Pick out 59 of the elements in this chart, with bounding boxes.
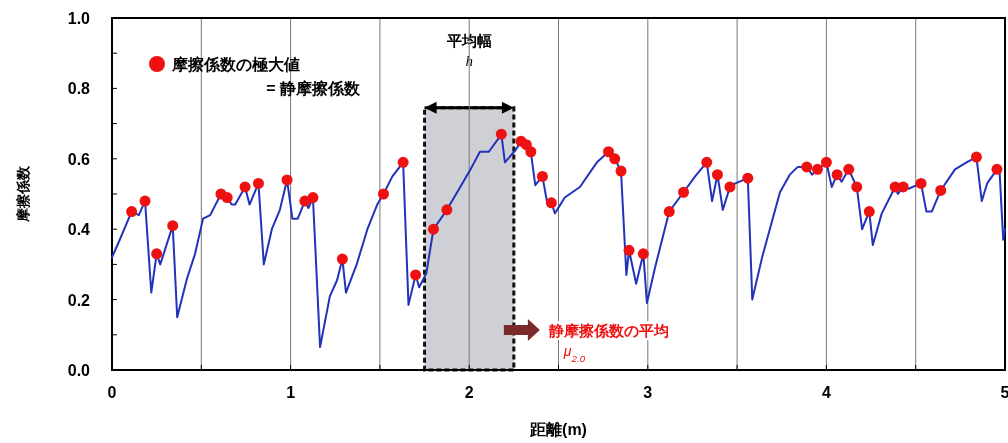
point <box>935 184 947 196</box>
point <box>742 172 754 184</box>
annotation: h <box>465 53 473 69</box>
point <box>239 181 251 193</box>
point <box>139 195 151 207</box>
point <box>609 153 621 165</box>
x-tick-label: 2 <box>464 384 474 401</box>
point <box>820 156 832 168</box>
annotation: μ$_{2.0}$ <box>562 343 586 364</box>
point <box>701 156 713 168</box>
y-tick-label: 1.0 <box>67 10 91 27</box>
y-tick-label: 0.6 <box>67 150 91 168</box>
point <box>843 163 855 175</box>
point <box>711 169 723 181</box>
point <box>663 206 675 218</box>
point <box>167 220 179 232</box>
point <box>281 174 293 186</box>
point <box>410 269 422 281</box>
point <box>970 151 982 163</box>
point <box>427 223 439 235</box>
x-tick-label: 1 <box>286 384 296 401</box>
x-axis-title: 距離(m) <box>529 421 587 438</box>
point <box>397 156 409 168</box>
point <box>637 248 649 260</box>
point <box>336 253 348 265</box>
point <box>863 206 875 218</box>
y-tick-label: 0.8 <box>67 80 91 98</box>
point <box>536 170 548 182</box>
point <box>724 181 736 193</box>
point <box>525 146 537 158</box>
x-tick-label: 4 <box>821 384 831 401</box>
point <box>307 192 319 204</box>
point <box>811 163 823 175</box>
x-tick-label: 0 <box>107 384 117 401</box>
point <box>545 197 557 209</box>
point <box>221 192 233 204</box>
point <box>151 248 163 260</box>
point <box>252 177 264 189</box>
point <box>615 165 627 177</box>
point <box>851 181 863 193</box>
y-tick-label: 0.4 <box>67 221 91 239</box>
point <box>603 146 615 158</box>
y-tick-label: 0.2 <box>67 291 91 309</box>
x-tick-label: 3 <box>643 384 653 401</box>
point <box>377 188 389 200</box>
point <box>495 128 507 140</box>
point <box>801 161 813 173</box>
point <box>441 204 453 216</box>
legend-label: 摩擦係数の極大値 = 静摩擦係数 <box>171 56 361 97</box>
y-axis-title: 摩擦係数 <box>15 165 31 223</box>
point <box>831 169 843 181</box>
point <box>915 177 927 189</box>
point <box>126 206 138 218</box>
point <box>623 244 635 256</box>
point <box>991 163 1003 175</box>
annotation: 静摩擦係数の平均 <box>547 322 669 339</box>
band-label: 平均幅 <box>445 32 492 49</box>
y-tick-label: 0.0 <box>67 362 91 379</box>
point <box>678 186 690 198</box>
